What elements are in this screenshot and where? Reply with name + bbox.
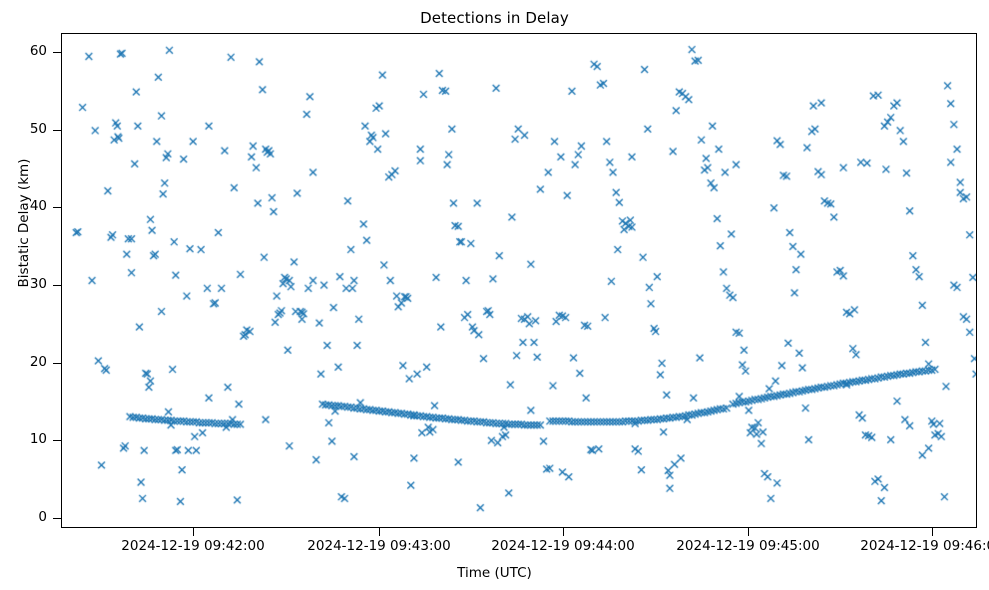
x-tick-mark — [379, 528, 380, 536]
y-tick-label: 60 — [29, 43, 47, 59]
y-tick-label: 30 — [29, 276, 47, 292]
y-tick-mark — [53, 363, 61, 364]
y-axis-label: Bistatic Delay (km) — [16, 158, 32, 288]
y-tick-label: 50 — [29, 121, 47, 137]
x-tick-label: 2024-12-19 09:42:00 — [121, 538, 265, 554]
y-tick-mark — [53, 207, 61, 208]
x-tick-mark — [932, 528, 933, 536]
plot-axes-area — [61, 33, 977, 528]
y-tick-mark — [53, 285, 61, 286]
x-tick-mark — [563, 528, 564, 536]
y-tick-label: 0 — [38, 509, 47, 525]
x-tick-label: 2024-12-19 09:46:00 — [860, 538, 989, 554]
x-tick-label: 2024-12-19 09:44:00 — [491, 538, 635, 554]
x-tick-label: 2024-12-19 09:43:00 — [307, 538, 451, 554]
y-tick-mark — [53, 518, 61, 519]
y-tick-mark — [53, 440, 61, 441]
x-axis-label: Time (UTC) — [457, 565, 532, 581]
y-tick-label: 40 — [29, 198, 47, 214]
scatter-plot-canvas — [62, 34, 976, 527]
x-tick-mark — [193, 528, 194, 536]
y-tick-label: 20 — [29, 354, 47, 370]
y-tick-label: 10 — [29, 431, 47, 447]
x-tick-label: 2024-12-19 09:45:00 — [676, 538, 820, 554]
x-tick-mark — [748, 528, 749, 536]
chart-title: Detections in Delay — [420, 9, 569, 27]
y-tick-mark — [53, 52, 61, 53]
y-tick-mark — [53, 130, 61, 131]
